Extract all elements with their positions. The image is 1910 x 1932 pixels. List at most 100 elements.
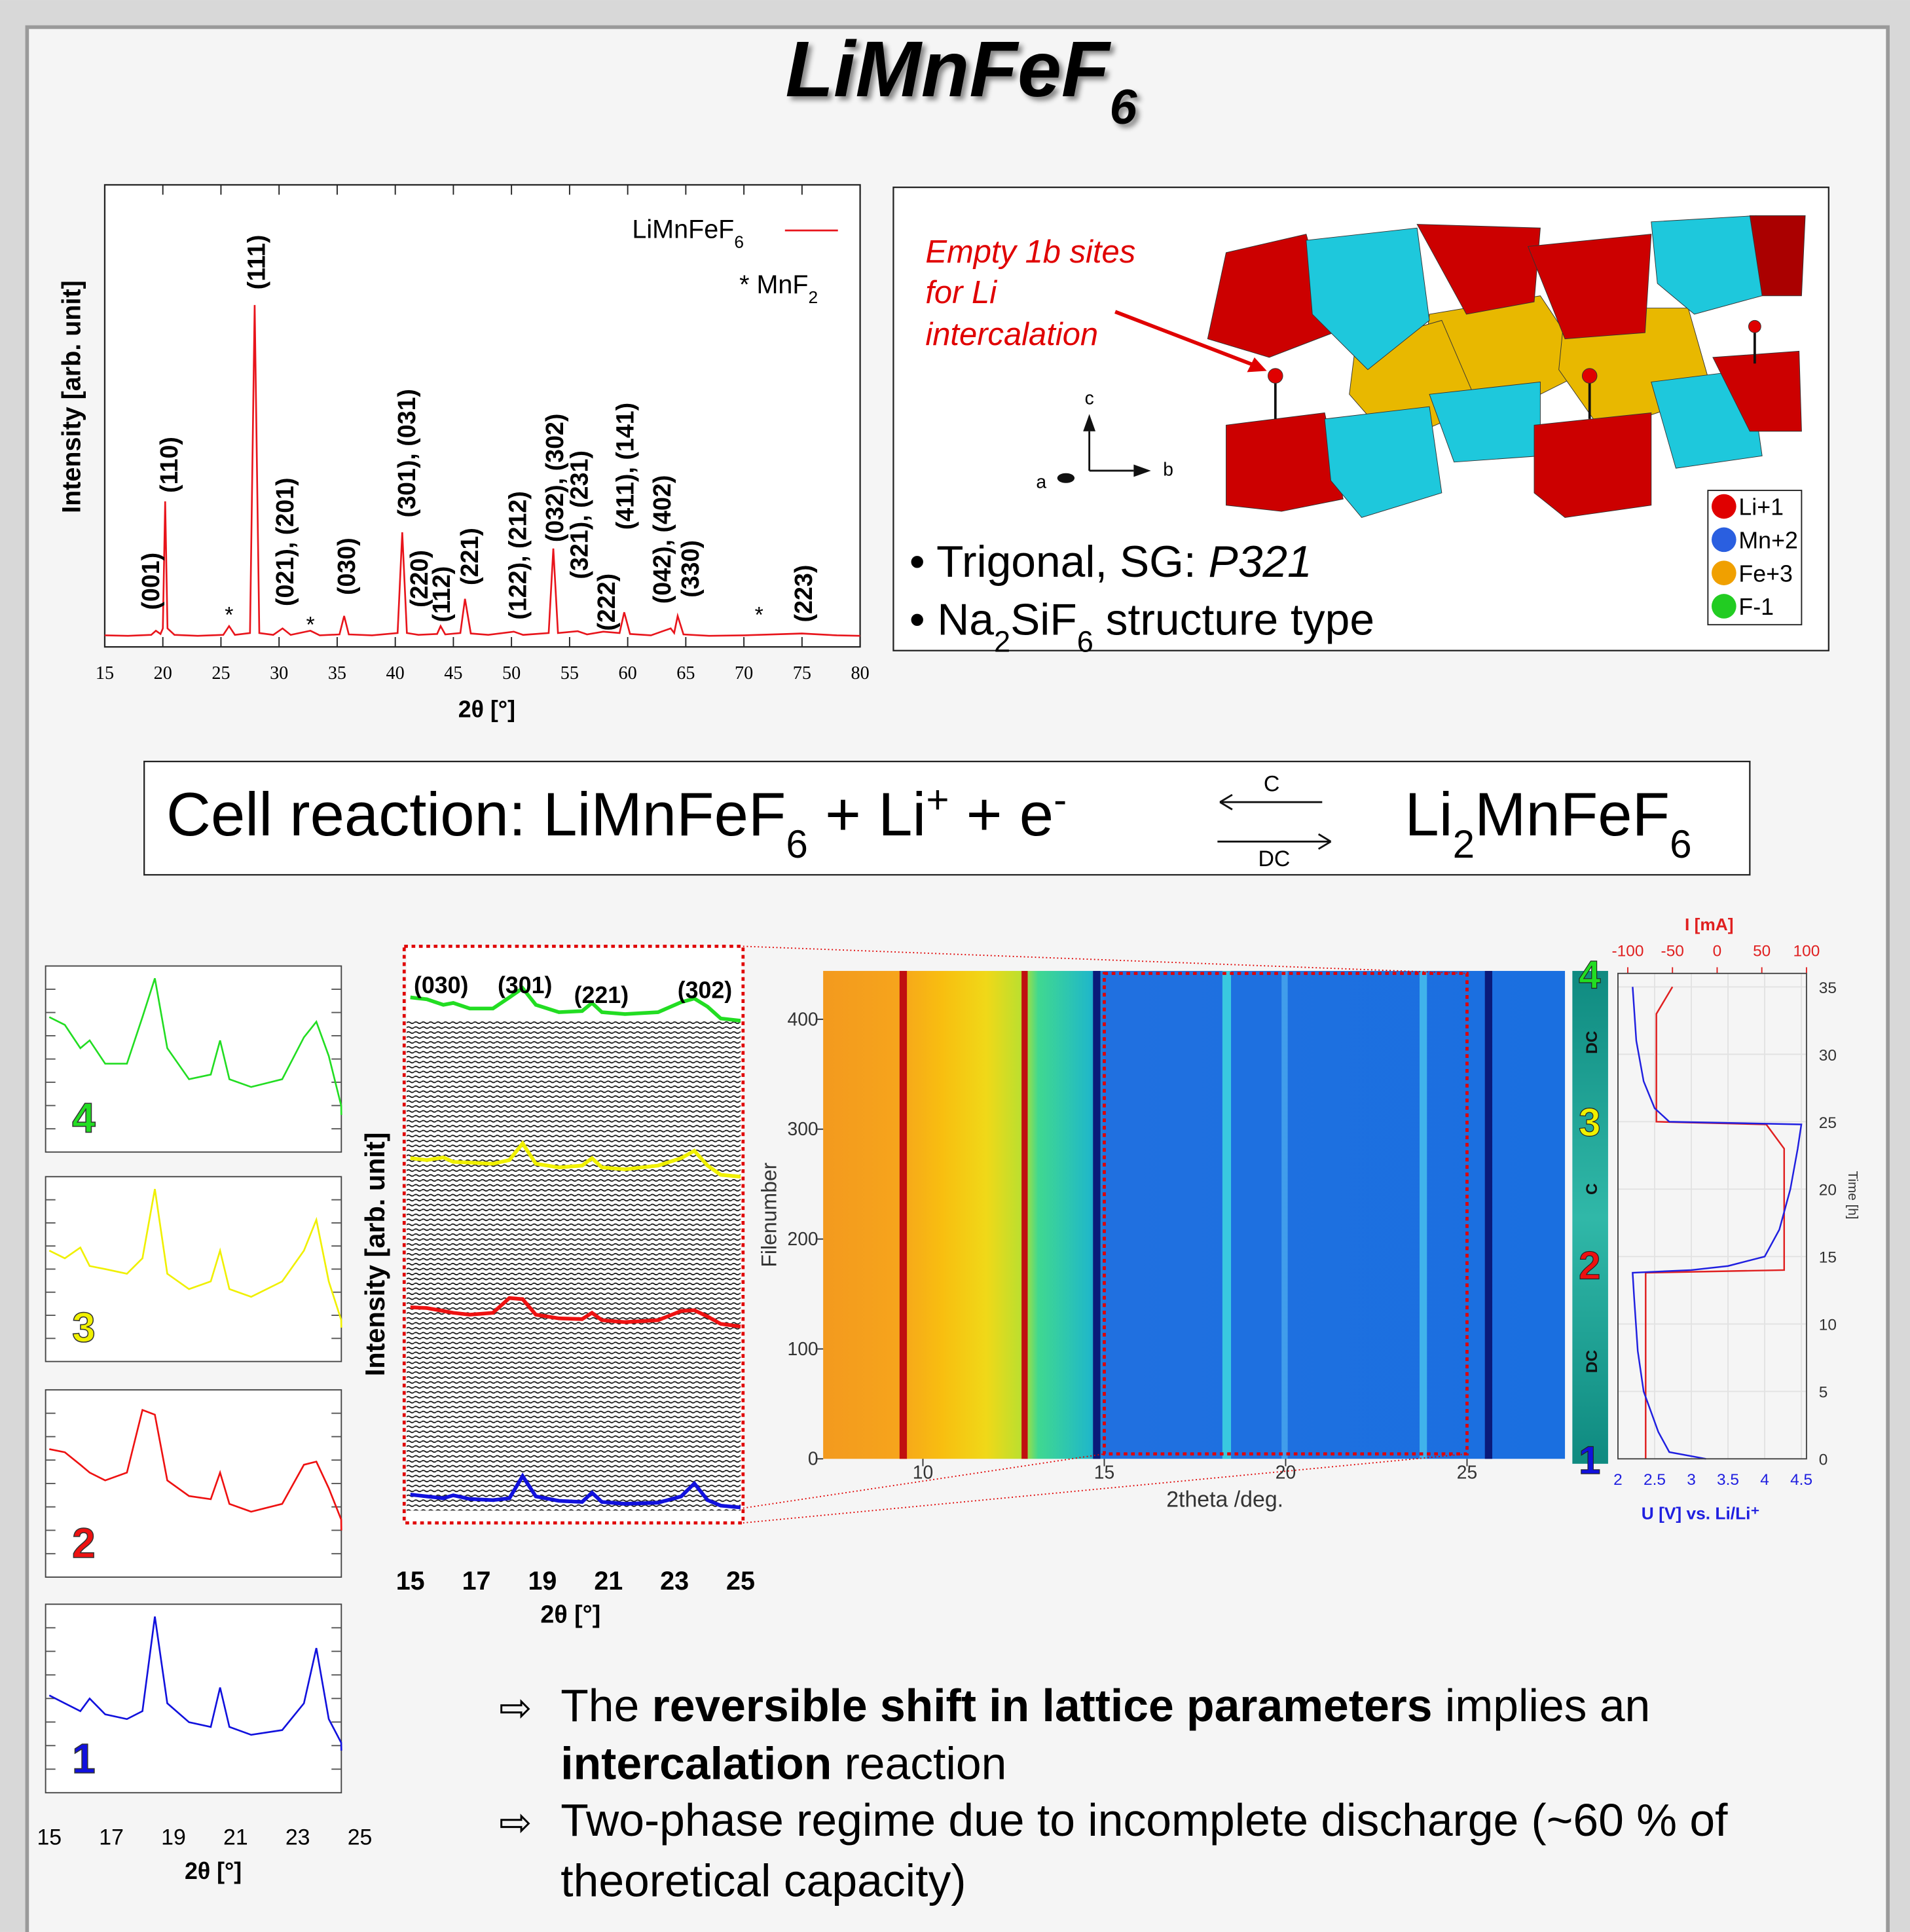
y-tick-label: 300	[788, 1118, 818, 1139]
peak-label: (223)	[790, 565, 817, 623]
peak-label: (032), (302)	[541, 414, 568, 543]
y-tick-label: 0	[1819, 1451, 1828, 1469]
x-tick-label: 35	[328, 663, 346, 683]
u-tick-label: 3.5	[1717, 1471, 1739, 1489]
pattern-stack	[407, 1020, 741, 1510]
panel-number: 2	[72, 1520, 96, 1567]
text-part: 2	[809, 287, 818, 307]
text-part: • Na	[909, 595, 994, 644]
text-part: LiMnFeF	[632, 215, 734, 244]
y-tick-label: 10	[1819, 1317, 1837, 1334]
x-tick-label: 25	[1457, 1461, 1477, 1482]
peak-label: (321), (231)	[566, 450, 593, 579]
heatmap-image	[823, 971, 1565, 1459]
x-tick-label: 21	[223, 1825, 248, 1850]
text-part: SiF	[1010, 595, 1077, 644]
text-part: Empty 1b sites	[925, 234, 1135, 270]
panel-number: 1	[72, 1735, 96, 1782]
x-axis-label: 2θ [°]	[540, 1601, 600, 1628]
text-part: 6	[734, 232, 744, 251]
phase-label: C	[1583, 1183, 1601, 1195]
x-tick-label: 15	[37, 1825, 62, 1850]
text-part: 6	[1670, 822, 1692, 866]
y-tick-label: 400	[788, 1008, 818, 1029]
i-tick-label: 50	[1753, 942, 1771, 960]
x-tick-label: 60	[619, 663, 637, 683]
x-tick-label: 17	[462, 1567, 491, 1595]
y-axis-label: Intensity [arb. unit]	[57, 280, 86, 513]
peak-label: (021), (201)	[271, 477, 299, 606]
x-tick-label: 40	[386, 663, 405, 683]
arrow: ⇨	[499, 1685, 532, 1730]
x-tick-label: 65	[676, 663, 695, 683]
decoration	[1748, 320, 1761, 333]
axis-arrow	[1057, 473, 1074, 483]
peak-label: (330)	[676, 540, 704, 598]
band	[1093, 971, 1100, 1459]
text-part: + e	[949, 780, 1054, 848]
peak-label: (112)	[428, 566, 455, 623]
peak-label: (221)	[456, 528, 483, 585]
legend-swatch	[1712, 528, 1736, 553]
x-tick-label: 70	[735, 663, 753, 683]
i-tick-label: 100	[1793, 942, 1820, 960]
phase-number: 3	[1579, 1100, 1601, 1144]
x-axis-label: 2theta /deg.	[1166, 1487, 1283, 1512]
peak-label: (042), (402)	[648, 475, 676, 604]
peak-label: (001)	[137, 553, 164, 610]
x-tick-label: 19	[161, 1825, 186, 1850]
text-part: + Li	[808, 780, 926, 848]
impurity-marker: *	[306, 612, 315, 637]
text-part: MnFeF	[1475, 780, 1670, 848]
phase-label: DC	[1583, 1031, 1601, 1054]
discharge-label: DC	[1258, 847, 1290, 871]
y-axis-label: Filenumber	[758, 1162, 781, 1267]
x-tick-label: 15	[1094, 1461, 1114, 1482]
conclusion: theoretical capacity)	[560, 1855, 966, 1906]
peak-label: (122), (212)	[504, 491, 532, 620]
text-part: implies an	[1432, 1680, 1650, 1731]
text-part: +	[926, 777, 949, 822]
x-tick-label: 25	[348, 1825, 373, 1850]
axis-label: c	[1085, 387, 1094, 408]
band	[1485, 971, 1492, 1459]
band	[1281, 971, 1287, 1459]
y-tick-label: 0	[808, 1448, 818, 1469]
y-tick-label: 30	[1819, 1047, 1837, 1065]
bullet: • Trigonal, SG: P321	[909, 538, 1312, 587]
text-part: reversible shift in lattice parameters	[652, 1680, 1433, 1731]
panel-number: 3	[72, 1303, 96, 1351]
structure-panel: Empty 1b sites for Li intercalation c a …	[893, 187, 1828, 658]
legend-label: Fe+3	[1738, 560, 1792, 587]
x-tick-label: 23	[285, 1825, 310, 1850]
x-tick-label: 20	[1276, 1461, 1296, 1482]
u-tick-label: 4.5	[1790, 1471, 1812, 1489]
x-tick-label: 19	[528, 1567, 557, 1595]
page: { "title": {"main": "LiMnFeF", "sub": "6…	[0, 0, 1910, 1932]
text-part: -	[1054, 777, 1067, 822]
x-tick-label: 55	[560, 663, 579, 683]
text-part: P321	[1209, 538, 1312, 587]
text-part: intercalation	[560, 1738, 832, 1789]
u-tick-label: 2	[1613, 1471, 1623, 1489]
peak-label: (030)	[414, 972, 468, 998]
text-part: 2	[994, 625, 1010, 658]
phase-label: DC	[1583, 1350, 1601, 1373]
poster: LiMnFeF6 LiMnFeF6 * MnF2 152025303540455…	[0, 0, 1910, 1932]
text-part: 6	[1110, 79, 1138, 134]
y-tick-label: 5	[1819, 1384, 1828, 1402]
legend-label: Li+1	[1738, 494, 1784, 520]
phase-number: 4	[1579, 952, 1601, 996]
x-tick-label: 15	[96, 663, 114, 683]
axis-label: a	[1036, 471, 1046, 492]
y-tick-label: 15	[1819, 1249, 1837, 1267]
x-tick-label: 20	[154, 663, 172, 683]
charge-label: C	[1264, 771, 1279, 796]
legend-swatch	[1712, 594, 1736, 619]
text-part: Cell reaction: LiMnFeF	[166, 780, 786, 848]
band	[1021, 971, 1027, 1459]
peak-label: (301)	[498, 972, 552, 998]
x-tick-label: 17	[99, 1825, 124, 1850]
i-tick-label: 0	[1713, 942, 1722, 960]
